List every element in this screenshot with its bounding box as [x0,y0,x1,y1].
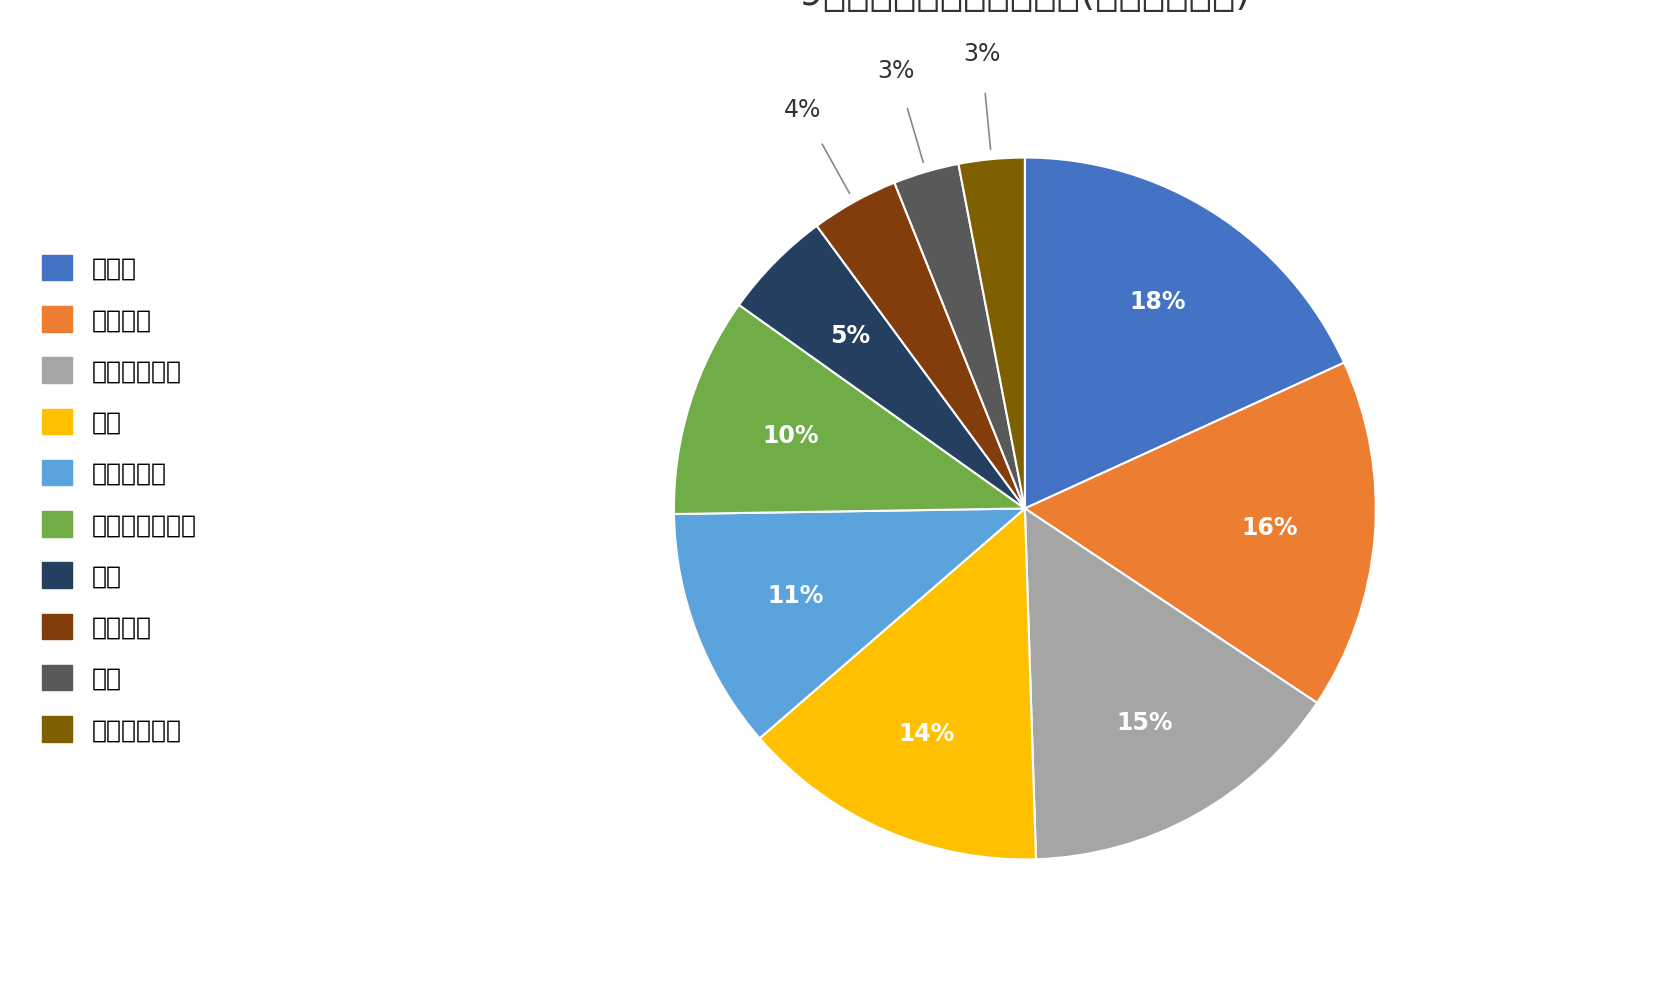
Text: 16%: 16% [1241,515,1298,540]
Text: 5%: 5% [830,324,869,348]
Text: 10%: 10% [762,424,818,448]
Title: 9段環境ランクマッチ分布(ナーフ後のみ): 9段環境ランクマッチ分布(ナーフ後のみ) [798,0,1251,13]
Text: 11%: 11% [767,584,823,608]
Legend: パンダ, メカオー, ドラゲリオン, 天門, ドルバロム, ガントラビート, 青単, 黒緑速攻, ブリ, その他＆不明: パンダ, メカオー, ドラゲリオン, 天門, ドルバロム, ガントラビート, 青… [30,242,208,755]
Text: 3%: 3% [962,42,1000,67]
Wedge shape [739,226,1025,508]
Text: 14%: 14% [898,722,954,746]
Wedge shape [894,164,1025,508]
Text: 18%: 18% [1129,290,1185,314]
Wedge shape [1025,158,1344,508]
Wedge shape [760,508,1036,859]
Wedge shape [817,182,1025,508]
Text: 3%: 3% [878,59,916,83]
Wedge shape [674,508,1025,739]
Wedge shape [959,158,1025,508]
Text: 15%: 15% [1116,711,1172,735]
Wedge shape [674,305,1025,514]
Wedge shape [1025,508,1317,859]
Text: 4%: 4% [785,98,822,122]
Wedge shape [1025,363,1375,703]
